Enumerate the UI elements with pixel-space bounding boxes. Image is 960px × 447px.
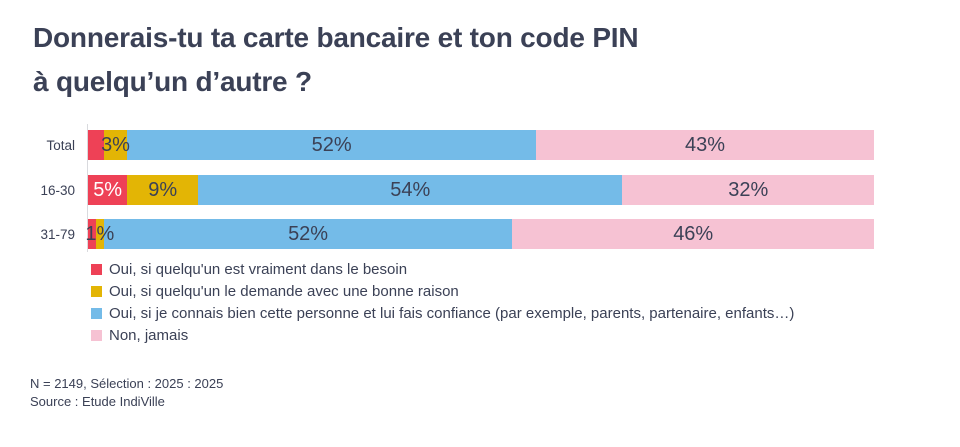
footnote-source: Source : Etude IndiVille xyxy=(30,394,165,409)
bar-segment-16-30-series1: 5% xyxy=(88,175,128,205)
legend-item-3: Oui, si je connais bien cette personne e… xyxy=(91,302,794,324)
legend-label: Oui, si quelqu'un le demande avec une bo… xyxy=(109,282,459,300)
bar-value-label: 43% xyxy=(684,134,726,156)
chart-title: Donnerais-tu ta carte bancaire et ton co… xyxy=(33,16,639,104)
legend-label: Oui, si quelqu'un est vraiment dans le b… xyxy=(109,260,408,278)
bar-segment-total-series3: 52% xyxy=(127,130,537,160)
bar-value-label: 32% xyxy=(728,179,769,201)
footnote-sample-size: N = 2149, Sélection : 2025 : 2025 xyxy=(30,376,224,391)
legend-swatch-icon xyxy=(91,329,102,341)
bar-segment-31-79-series4: 46% xyxy=(512,219,874,249)
chart-footnote: N = 2149, Sélection : 2025 : 2025 Source… xyxy=(30,375,223,411)
bar-row-total: 3% 52% 43% xyxy=(88,130,874,160)
axis-baseline xyxy=(87,124,88,252)
bar-value-label: 5% xyxy=(93,179,123,201)
category-label-total: Total xyxy=(46,137,75,153)
legend-swatch-icon xyxy=(91,285,102,297)
legend-label: Non, jamais xyxy=(109,326,189,344)
bar-segment-31-79-series2: 1% xyxy=(85,219,114,249)
chart-legend: Oui, si quelqu'un est vraiment dans le b… xyxy=(91,258,794,346)
bar-segment-total-series4: 43% xyxy=(536,130,874,160)
bar-segment-16-30-series2: 9% xyxy=(127,175,199,205)
bar-segment-31-79-series3: 52% xyxy=(103,219,513,249)
bar-segment-31-79-series1 xyxy=(88,219,96,249)
bar-row-31-79: 1% 52% 46% xyxy=(85,219,874,249)
chart-title-line1: Donnerais-tu ta carte bancaire et ton co… xyxy=(33,22,639,53)
legend-item-2: Oui, si quelqu'un le demande avec une bo… xyxy=(91,280,794,302)
legend-swatch-icon xyxy=(91,263,102,275)
category-label-31-79: 31-79 xyxy=(40,226,75,242)
bar-value-label: 46% xyxy=(673,223,714,245)
bar-segment-total-series1 xyxy=(88,130,104,160)
bar-value-label: 1% xyxy=(85,223,115,245)
bar-value-label: 52% xyxy=(288,223,329,245)
bar-segment-total-series2: 3% xyxy=(101,130,130,160)
bar-value-label: 52% xyxy=(311,134,352,156)
bar-row-16-30: 5% 9% 54% 32% xyxy=(88,175,874,205)
category-label-16-30: 16-30 xyxy=(40,182,75,198)
legend-label: Oui, si je connais bien cette personne e… xyxy=(109,304,795,322)
legend-item-1: Oui, si quelqu'un est vraiment dans le b… xyxy=(91,258,794,280)
legend-swatch-icon xyxy=(91,307,102,319)
bar-value-label: 54% xyxy=(390,179,431,201)
bar-segment-16-30-series4: 32% xyxy=(622,175,874,205)
bar-segment-16-30-series3: 54% xyxy=(198,175,623,205)
chart-title-line2: à quelqu’un d’autre ? xyxy=(33,66,312,97)
bar-value-label: 3% xyxy=(101,134,130,156)
legend-item-4: Non, jamais xyxy=(91,324,794,346)
bar-value-label: 9% xyxy=(148,179,178,201)
